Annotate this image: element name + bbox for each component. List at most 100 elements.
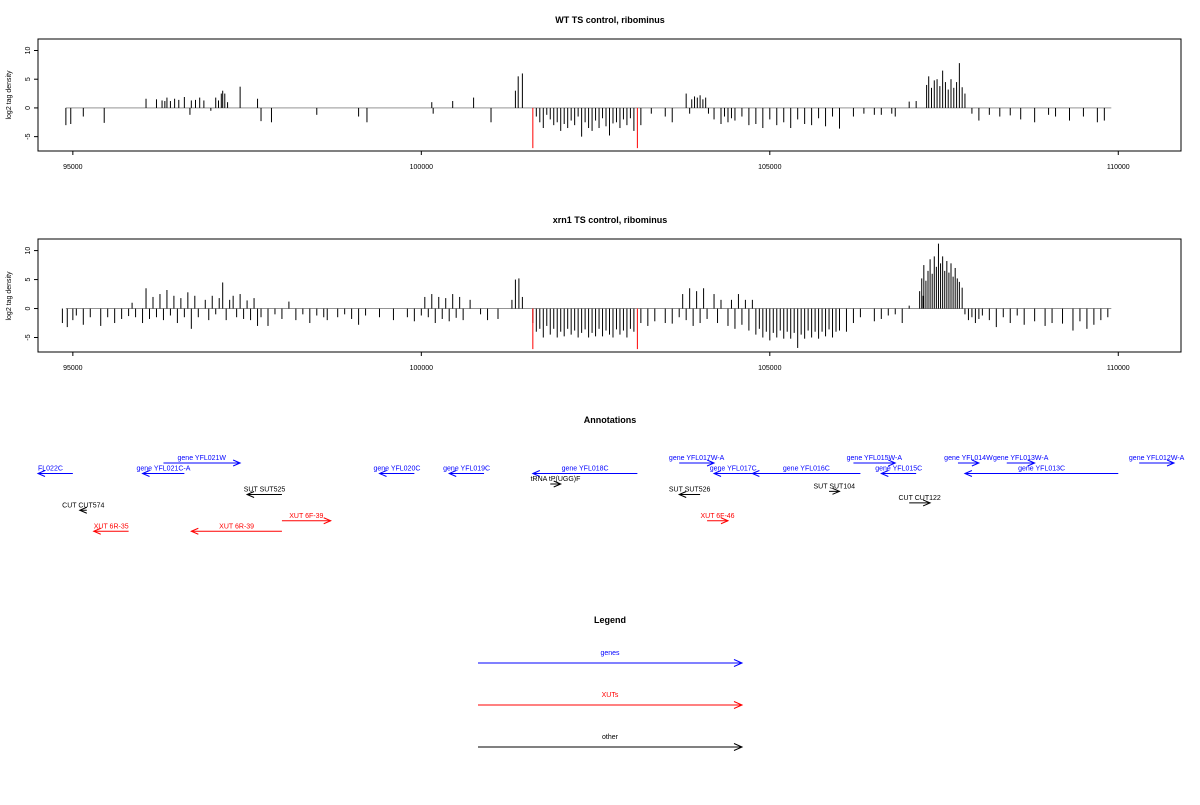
feature-label: gene YFL021W [178, 455, 227, 462]
arrowhead [232, 459, 242, 467]
xrn1-bars [61, 243, 1112, 350]
xrn1-y-axis: -5 0 5 10 [25, 247, 38, 341]
annotation-feature: gene YFL018C [531, 466, 638, 477]
feature-label: gene YFL017W-A [669, 455, 725, 462]
feature-label: gene YFL013W-A [993, 455, 1049, 462]
arrowhead [1166, 459, 1176, 467]
xrn1-x-axis: 95000 100000 105000 110000 [63, 352, 1130, 372]
annotation-feature: XUT 6R-35 [92, 523, 129, 535]
annotation-feature: SUT SUT104 [814, 483, 856, 495]
annotation-feature: gene YFL021W [163, 455, 242, 467]
y-tick-label: 5 [25, 77, 32, 81]
legend-panel: Legend genes XUTs other [478, 615, 744, 751]
feature-label: gene YFL012W-A [1129, 455, 1185, 462]
feature-label: gene YFL018C [562, 466, 609, 473]
legend-title: Legend [594, 615, 626, 625]
arrowhead [720, 517, 730, 525]
arrowhead [245, 491, 255, 498]
legend-entry: other [478, 734, 744, 751]
arrowhead [447, 470, 457, 477]
x-tick-label: 95000 [63, 164, 83, 171]
annotation-feature: gene YFL020C [373, 466, 420, 477]
legend-entry: genes [478, 650, 744, 667]
feature-label: XUT 6R-39 [219, 523, 254, 530]
legend-label: other [602, 734, 619, 741]
wt-plot-frame [37, 38, 1182, 152]
wt-panel: WT TS control, ribominus log2 tag densit… [6, 15, 1182, 171]
annotations-panel: Annotations FL022C gene YFL021W gene YFL02… [36, 415, 1185, 535]
arrowhead [378, 470, 387, 477]
feature-label: gene YFL020C [373, 466, 420, 473]
x-tick-label: 105000 [758, 365, 781, 372]
feature-label: SUT SUT526 [669, 487, 711, 494]
arrowhead [733, 701, 744, 709]
arrowhead [733, 743, 744, 751]
xrn1-y-axis-label: log2 tag density [6, 271, 13, 321]
x-tick-label: 105000 [758, 164, 781, 171]
feature-label: XUT 6R-35 [94, 523, 129, 530]
annotation-feature: gene YFL015C [875, 466, 922, 477]
y-tick-label: 5 [25, 278, 32, 282]
wt-x-axis: 95000 100000 105000 110000 [63, 151, 1130, 171]
annotation-feature: XUT 6R-39 [190, 523, 282, 535]
wt-panel-title: WT TS control, ribominus [555, 15, 665, 25]
annotation-feature: SUT SUT526 [669, 487, 711, 498]
annotation-feature: gene YFL015W-A [847, 455, 903, 467]
legend-entry: XUTs [478, 692, 744, 709]
feature-label: gene YFL014W [944, 455, 993, 462]
feature-label: gene YFL015W-A [847, 455, 903, 462]
arrowhead [677, 491, 687, 498]
annotation-feature: tRNA tP(UGG)F [531, 476, 581, 488]
arrowhead [733, 659, 744, 667]
annotation-feature: gene YFL016C [751, 466, 861, 477]
arrowhead [36, 470, 46, 477]
arrowhead [971, 459, 981, 467]
x-tick-label: 100000 [410, 365, 433, 372]
feature-label: SUT SUT104 [814, 483, 856, 490]
feature-label: CUT CUT574 [62, 502, 104, 509]
arrowhead [888, 459, 897, 467]
arrowhead [92, 527, 101, 535]
feature-label: gene YFL021C-A [136, 466, 190, 473]
annotation-feature: gene YFL013C [963, 466, 1119, 477]
annotation-feature: gene YFL013W-A [993, 455, 1049, 467]
annotation-feature: XUT 6F-46 [700, 513, 735, 525]
y-tick-label: 10 [25, 46, 32, 54]
feature-label: CUT CUT122 [899, 495, 941, 502]
x-tick-label: 100000 [410, 164, 433, 171]
xrn1-plot-frame [37, 238, 1182, 353]
feature-label: gene YFL015C [875, 466, 922, 473]
arrowhead [323, 517, 332, 525]
legend-label: XUTs [602, 692, 619, 699]
annotation-feature: gene YFL017W-A [669, 455, 725, 467]
x-tick-label: 110000 [1107, 164, 1130, 171]
feature-label: gene YFL016C [783, 466, 830, 473]
annotation-feature: CUT CUT122 [899, 495, 941, 507]
feature-label: gene YFL013C [1018, 466, 1065, 473]
wt-y-axis-label: log2 tag density [6, 70, 13, 120]
annotation-feature: gene YFL021C-A [136, 466, 191, 477]
arrowhead [922, 499, 932, 507]
annotation-feature: gene YFL012W-A [1129, 455, 1185, 467]
feature-label: gene YFL017C [710, 466, 757, 473]
annotation-features: FL022C gene YFL021W gene YFL021C-A gene YFL… [36, 455, 1185, 535]
arrowhead [712, 470, 722, 477]
feature-label: tRNA tP(UGG)F [531, 476, 581, 483]
arrowhead [751, 470, 760, 477]
arrowhead [832, 487, 841, 495]
y-tick-label: 0 [25, 106, 32, 110]
annotation-feature: SUT SUT525 [244, 487, 285, 498]
wt-y-axis: -5 0 5 10 [25, 46, 38, 140]
y-tick-label: -5 [25, 133, 32, 139]
x-tick-label: 110000 [1107, 365, 1130, 372]
annotations-title: Annotations [584, 415, 637, 425]
y-tick-label: 10 [25, 247, 32, 255]
feature-label: FL022C [38, 466, 63, 473]
wt-bars [65, 63, 1112, 149]
arrowhead [706, 459, 716, 467]
arrowhead [1027, 459, 1036, 467]
x-tick-label: 95000 [63, 365, 83, 372]
annotation-feature: CUT CUT574 [62, 502, 105, 514]
legend-entries: genes XUTs other [478, 650, 744, 751]
